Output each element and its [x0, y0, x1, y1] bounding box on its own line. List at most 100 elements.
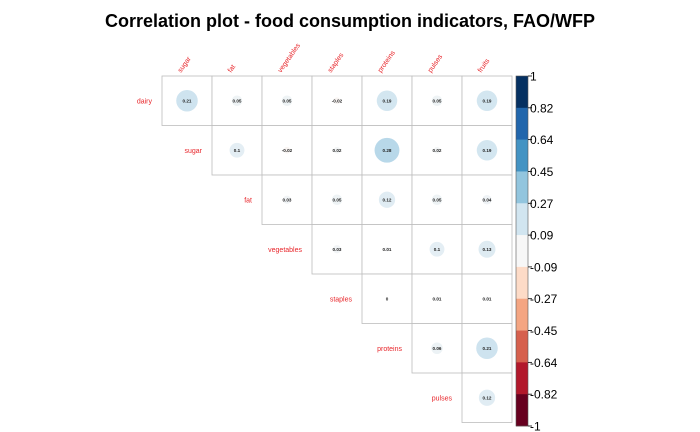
correlation-circle: [429, 241, 445, 257]
correlation-circle: [229, 142, 245, 158]
grid-cell: [261, 174, 313, 225]
row-label: pulses: [432, 395, 453, 402]
correlation-value: 0.21: [483, 346, 492, 351]
colorbar-tick-label: -1: [530, 420, 541, 432]
column-label: staples: [327, 52, 346, 75]
correlation-value: 0.02: [333, 148, 342, 153]
colorbar-tick-label: -0.09: [530, 260, 558, 274]
correlation-value: 0.05: [233, 98, 242, 103]
colorbar: 1 0.82 0.64 0.45 0.27 0.09 -0.09 -0.27 -0.45 -0.6…: [515, 70, 558, 432]
column-label: pulses: [427, 53, 445, 74]
column-label: sugar: [177, 55, 193, 74]
chart-title: Correlation plot - food consumption indi…: [105, 11, 595, 31]
correlation-circle: [434, 296, 440, 302]
correlation-value: 0.28: [383, 148, 392, 153]
correlation-value: 0.19: [483, 98, 492, 103]
correlation-value: 0.02: [433, 148, 442, 153]
correlation-value: 0.12: [483, 395, 492, 400]
correlation-value: 0.19: [483, 148, 492, 153]
row-label: proteins: [377, 346, 402, 353]
colorbar-tick-label: -0.45: [530, 324, 558, 338]
colorbar-tick-label: 0.45: [530, 165, 554, 179]
grid-cell: [461, 224, 513, 275]
colorbar-segment: [516, 362, 528, 395]
colorbar-segment: [516, 171, 528, 204]
correlation-circle: [333, 146, 341, 154]
colorbar-segment: [516, 298, 528, 331]
colorbar-tick-label: 0.27: [530, 197, 554, 211]
correlation-circle: [374, 137, 400, 163]
colorbar-tick-label: 1: [530, 70, 537, 84]
correlation-circle: [478, 389, 496, 406]
correlation-value: 0.03: [333, 247, 342, 252]
correlation-value: 0: [386, 296, 389, 301]
row-label: vegetables: [268, 247, 302, 254]
correlation-circle: [281, 95, 293, 107]
colorbar-segment: [516, 203, 528, 236]
column-label: vegetables: [277, 42, 302, 74]
colorbar-segment: [516, 76, 528, 109]
colorbar-tick-label: 0.09: [530, 229, 554, 243]
correlation-value: 0.13: [483, 247, 492, 252]
correlation-values: 0.21 0.05 0.05 -0.02 0.19 0.05 0.19 0.1 -0.02 0.0…: [183, 98, 492, 400]
correlation-circle: [484, 296, 490, 302]
correlation-value: 0.03: [283, 197, 292, 202]
colorbar-segment: [516, 330, 528, 363]
correlation-circle: [283, 146, 291, 154]
correlation-value: 0.19: [383, 98, 392, 103]
correlation-circle: [476, 337, 498, 360]
colorbar-tick-label: -0.64: [530, 356, 558, 370]
correlation-value: -0.02: [282, 148, 293, 153]
correlation-circle: [376, 90, 398, 111]
correlation-circle: [176, 89, 198, 112]
colorbar-tick-label: -0.27: [530, 292, 558, 306]
grid-cell: [211, 125, 263, 176]
row-label: sugar: [184, 148, 202, 155]
colorbar-tick-label: 0.82: [530, 101, 554, 115]
correlation-circle: [331, 194, 343, 206]
correlation-circle: [433, 146, 441, 154]
correlation-value: 0.04: [483, 197, 492, 202]
correlation-value: 0.01: [483, 296, 492, 301]
correlation-circle: [476, 90, 498, 111]
grid-cell: [361, 273, 413, 324]
correlation-value: 0.05: [433, 98, 442, 103]
correlation-circle: [482, 195, 492, 205]
column-label: fat: [227, 64, 237, 74]
correlation-circles: [176, 89, 498, 406]
colorbar-frame: [515, 75, 529, 427]
correlation-circle: [476, 140, 498, 161]
colorbar-tick-label: 0.64: [530, 133, 554, 147]
colorbar-segment: [516, 235, 528, 268]
colorbar-segment: [516, 139, 528, 172]
column-label: fruits: [477, 57, 492, 74]
correlation-grid: [161, 75, 513, 423]
correlation-value: -0.02: [332, 98, 343, 103]
correlation-value: 0.12: [383, 197, 392, 202]
correlation-value: 0.1: [434, 247, 441, 252]
correlation-circle: [431, 95, 443, 107]
correlation-circle: [282, 195, 292, 204]
colorbar-segment: [516, 394, 528, 427]
correlation-circle: [384, 246, 390, 252]
correlation-value: 0.1: [234, 148, 241, 153]
correlation-circle: [431, 194, 443, 206]
correlation-circle: [333, 97, 341, 105]
column-label: proteins: [377, 49, 397, 74]
correlation-value: 0.21: [183, 98, 192, 103]
colorbar-segment: [516, 266, 528, 300]
correlation-circle: [431, 342, 443, 355]
colorbar-tick-label: -0.82: [530, 388, 558, 402]
row-label: dairy: [137, 98, 153, 105]
correlation-value: 0.01: [383, 247, 392, 252]
correlation-circle: [231, 95, 243, 107]
correlation-value: 0.05: [433, 197, 442, 202]
correlation-value: 0.05: [283, 98, 292, 103]
correlation-circle: [332, 245, 342, 254]
row-label: staples: [330, 296, 353, 303]
correlation-circle: [478, 240, 496, 258]
correlation-value: 0.05: [333, 197, 342, 202]
row-label: fat: [244, 197, 252, 204]
correlation-value: 0.06: [433, 346, 442, 351]
